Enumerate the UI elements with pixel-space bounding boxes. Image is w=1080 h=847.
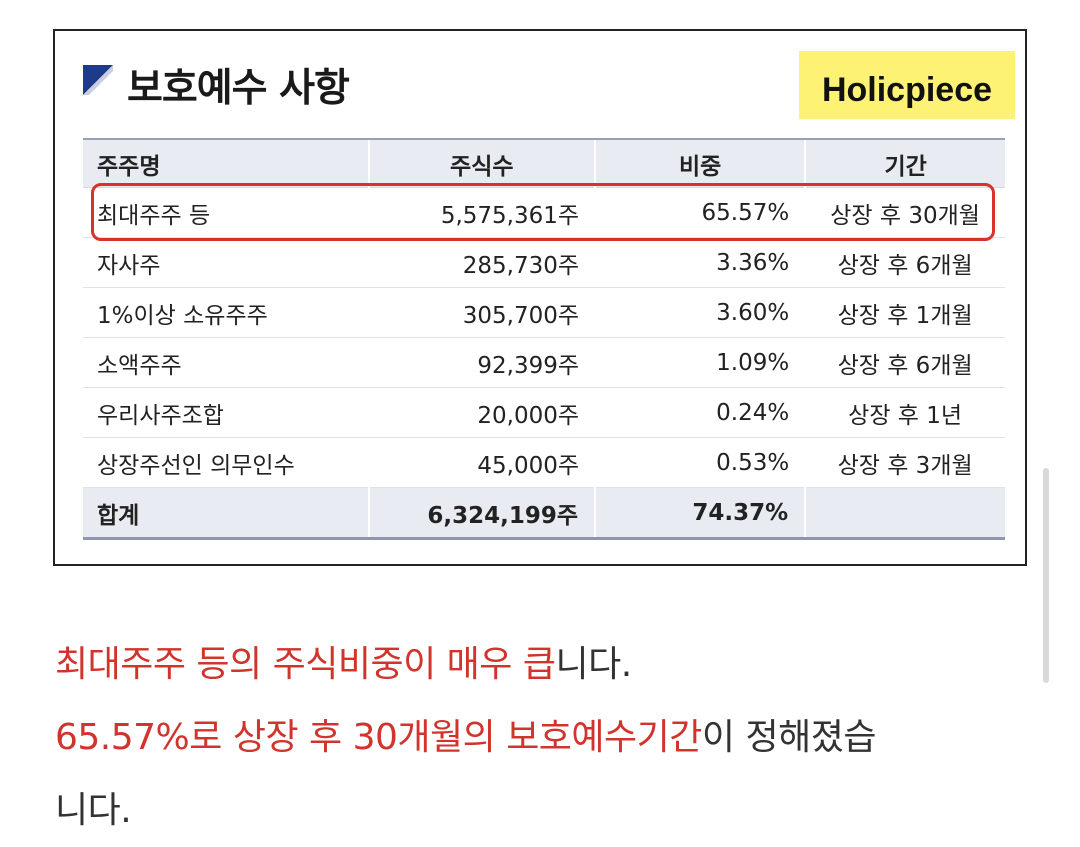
total-shares: 6,324,199주 (367, 487, 596, 540)
cell-ratio: 65.57% (595, 187, 806, 238)
cell-period: 상장 후 6개월 (805, 337, 1005, 388)
cell-name: 소액주주 (83, 337, 369, 388)
scrollbar[interactable] (1043, 468, 1049, 683)
cell-name: 우리사주조합 (83, 387, 369, 438)
caption-line-2: 65.57%로 상장 후 30개월의 보호예수기간이 정해졌습 (55, 701, 1035, 774)
cell-period: 상장 후 6개월 (805, 237, 1005, 288)
body-text: 최대주주 등의 주식비중이 매우 큽니다. 65.57%로 상장 후 30개월의… (55, 628, 1035, 847)
caption-text: 니다. (555, 644, 632, 685)
cell-name: 1%이상 소유주주 (83, 287, 369, 338)
cell-ratio: 1.09% (595, 337, 806, 388)
table-row: 소액주주 92,399주 1.09% 상장 후 6개월 (83, 337, 1005, 388)
col-header-ratio: 비중 (594, 138, 806, 188)
cell-shares: 92,399주 (368, 337, 596, 388)
cell-shares: 305,700주 (368, 287, 596, 338)
caption-text: 이 정해졌습 (701, 717, 877, 758)
cell-period: 상장 후 3개월 (805, 437, 1005, 488)
caption-emphasis: 65.57%로 상장 후 30개월의 보호예수기간 (55, 717, 702, 758)
caption-text: 니다. (55, 790, 132, 831)
total-label: 합계 (83, 487, 369, 540)
table-row: 1%이상 소유주주 305,700주 3.60% 상장 후 1개월 (83, 287, 1005, 338)
cell-name: 자사주 (83, 237, 369, 288)
highlight-box (91, 183, 995, 241)
cell-ratio: 3.60% (595, 287, 806, 338)
caption-line-3: 니다. (55, 774, 1035, 847)
section-heading: 보호예수 사항 (83, 57, 350, 113)
cell-period: 상장 후 30개월 (805, 187, 1005, 238)
cell-shares: 5,575,361주 (368, 187, 596, 238)
caption-line-1: 최대주주 등의 주식비중이 매우 큽니다. (55, 628, 1035, 701)
cell-period: 상장 후 1개월 (805, 287, 1005, 338)
lockup-table-image: 보호예수 사항 Holicpiece 주주명 주식수 비중 기간 최대주주 등 … (53, 29, 1027, 566)
col-header-shareholder: 주주명 (83, 138, 369, 188)
caption-emphasis: 최대주주 등의 주식비중이 매우 큽 (55, 644, 556, 685)
table-header-row: 주주명 주식수 비중 기간 (83, 138, 1005, 188)
table-row: 자사주 285,730주 3.36% 상장 후 6개월 (83, 237, 1005, 288)
cell-ratio: 0.24% (595, 387, 806, 438)
cell-ratio: 0.53% (595, 437, 806, 488)
cell-shares: 20,000주 (368, 387, 596, 438)
cell-name: 최대주주 등 (83, 187, 369, 238)
total-period (804, 487, 1005, 540)
brand-watermark: Holicpiece (799, 51, 1015, 119)
table-total-row: 합계 6,324,199주 74.37% (83, 487, 1005, 540)
cell-period: 상장 후 1년 (805, 387, 1005, 438)
corner-triangle-icon (83, 65, 113, 95)
table-row: 우리사주조합 20,000주 0.24% 상장 후 1년 (83, 387, 1005, 438)
cell-name: 상장주선인 의무인수 (83, 437, 369, 488)
cell-ratio: 3.36% (595, 237, 806, 288)
col-header-shares: 주식수 (367, 138, 596, 188)
section-title: 보호예수 사항 (127, 66, 350, 111)
cell-shares: 45,000주 (368, 437, 596, 488)
lockup-table: 주주명 주식수 비중 기간 최대주주 등 5,575,361주 65.57% 상… (83, 138, 1005, 540)
table-row: 상장주선인 의무인수 45,000주 0.53% 상장 후 3개월 (83, 437, 1005, 488)
cell-shares: 285,730주 (368, 237, 596, 288)
total-ratio: 74.37% (594, 487, 806, 540)
table-row: 최대주주 등 5,575,361주 65.57% 상장 후 30개월 (83, 187, 1005, 238)
col-header-period: 기간 (804, 138, 1005, 188)
